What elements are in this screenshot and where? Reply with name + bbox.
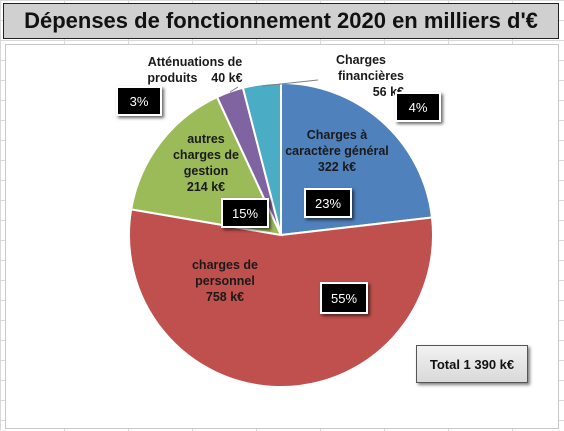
slice-label-line: financières <box>337 69 404 83</box>
percent-label-charges-caractere-general: 23% <box>304 188 352 218</box>
percent-label-charges-personnel: 55% <box>320 282 368 314</box>
slice-label-line: caractère général <box>285 144 389 158</box>
leader-line-attenuations-produits <box>229 86 239 93</box>
pie-slice-charges-financieres[interactable] <box>241 81 282 236</box>
slice-label-charges-personnel: charges de personnel 758 k€ <box>170 257 280 305</box>
slice-label-line: Charges à <box>306 128 368 142</box>
pie-slice-charges-personnel[interactable] <box>128 208 434 388</box>
slice-label-line: charges de <box>172 148 239 162</box>
slice-label-line: 214 k€ <box>186 180 226 194</box>
slice-label-line: 56 k€ <box>372 85 404 99</box>
slice-label-line: gestion <box>183 164 229 178</box>
leader-line-charges-financieres <box>261 79 319 87</box>
percent-label-autres-charges-gestion: 15% <box>221 198 269 228</box>
slice-label-attenuations-produits: Atténuations de produits 40 k€ <box>140 54 250 86</box>
total-label: Total 1 390 k€ <box>416 345 528 383</box>
slice-label-charges-caractere-general: Charges à caractère général 322 k€ <box>278 127 396 175</box>
slice-label-line: charges de <box>191 258 258 272</box>
chart-title: Dépenses de fonctionnement 2020 en milli… <box>3 3 559 39</box>
slice-label-line: Charges <box>335 53 387 67</box>
slice-label-line: autres <box>187 132 225 146</box>
percent-label-charges-financieres: 4% <box>395 92 441 122</box>
slice-label-autres-charges-gestion: autres charges de gestion 214 k€ <box>163 131 249 195</box>
slice-label-line: 322 k€ <box>317 160 357 174</box>
slice-label-line: Atténuations de <box>147 55 243 69</box>
slice-label-line: 758 k€ <box>205 290 245 304</box>
slice-label-charges-financieres: Charges financières 56 k€ <box>318 52 404 100</box>
slice-label-line: produits 40 k€ <box>147 71 243 85</box>
slice-label-line: personnel <box>195 274 255 288</box>
percent-label-attenuations-produits: 3% <box>116 86 162 116</box>
